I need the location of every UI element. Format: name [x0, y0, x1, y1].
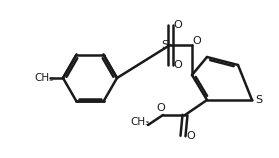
Text: CH₃: CH₃ — [130, 117, 150, 127]
Text: CH₃: CH₃ — [34, 73, 54, 83]
Text: O: O — [157, 103, 165, 113]
Text: S: S — [162, 40, 169, 50]
Text: O: O — [193, 36, 201, 46]
Text: O: O — [174, 60, 182, 70]
Text: S: S — [256, 95, 263, 105]
Text: O: O — [187, 131, 195, 141]
Text: O: O — [174, 20, 182, 30]
